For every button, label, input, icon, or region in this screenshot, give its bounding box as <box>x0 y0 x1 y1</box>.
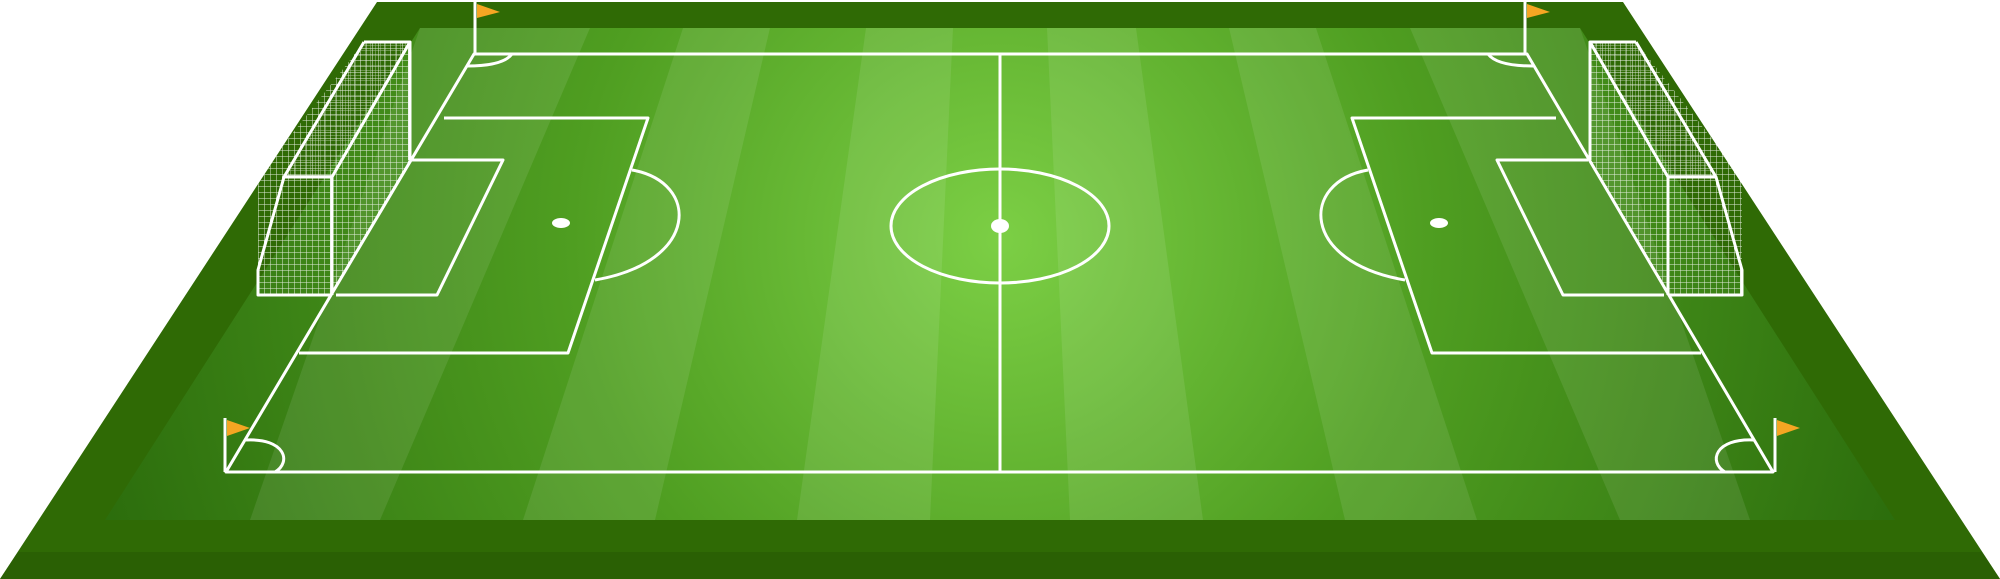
flag-icon <box>1777 420 1800 436</box>
corner-flag-bottom-left <box>223 418 250 472</box>
grass-stripe <box>250 28 590 520</box>
corner-arc-top-right <box>1486 52 1534 68</box>
right-penalty-spot <box>1430 218 1448 228</box>
grass-stripe <box>1047 28 1203 520</box>
center-circle <box>889 167 1111 285</box>
right-goal-net-side <box>1590 42 1716 177</box>
left-penalty-spot <box>552 218 570 228</box>
left-goal <box>256 40 412 297</box>
grass-stripes <box>250 28 1750 520</box>
ground-shadow-band <box>0 552 2000 579</box>
flag-icon <box>1527 4 1550 18</box>
corner-arc-bottom-left <box>245 438 286 474</box>
grass-stripe <box>1410 28 1750 520</box>
right-goal <box>1588 40 1744 297</box>
right-penalty-arc <box>1319 168 1406 282</box>
grass-stripe <box>523 28 770 520</box>
corner-flag-bottom-right <box>1773 418 1800 472</box>
corner-arc-top-left <box>466 52 514 68</box>
right-goal-frame-top <box>1634 41 1744 297</box>
left-goal-frame-top <box>256 41 366 297</box>
left-goal-net-side <box>284 42 410 177</box>
right-goal-area <box>1495 158 1664 297</box>
left-penalty-arc <box>594 168 681 282</box>
flag-icon <box>227 420 250 436</box>
grass-stripe <box>1229 28 1477 520</box>
right-penalty-area <box>1350 116 1701 355</box>
corner-flag-top-right <box>1523 2 1550 54</box>
corner-arc-bottom-right <box>1714 438 1755 474</box>
pitch-markings <box>224 52 1775 474</box>
flag-icon <box>477 4 500 18</box>
left-penalty-area <box>299 116 650 355</box>
left-goal-area <box>336 158 505 297</box>
corner-flag-top-left <box>473 2 500 54</box>
center-spot <box>991 219 1009 233</box>
grass-stripe <box>797 28 953 520</box>
touchlines <box>224 52 1775 474</box>
